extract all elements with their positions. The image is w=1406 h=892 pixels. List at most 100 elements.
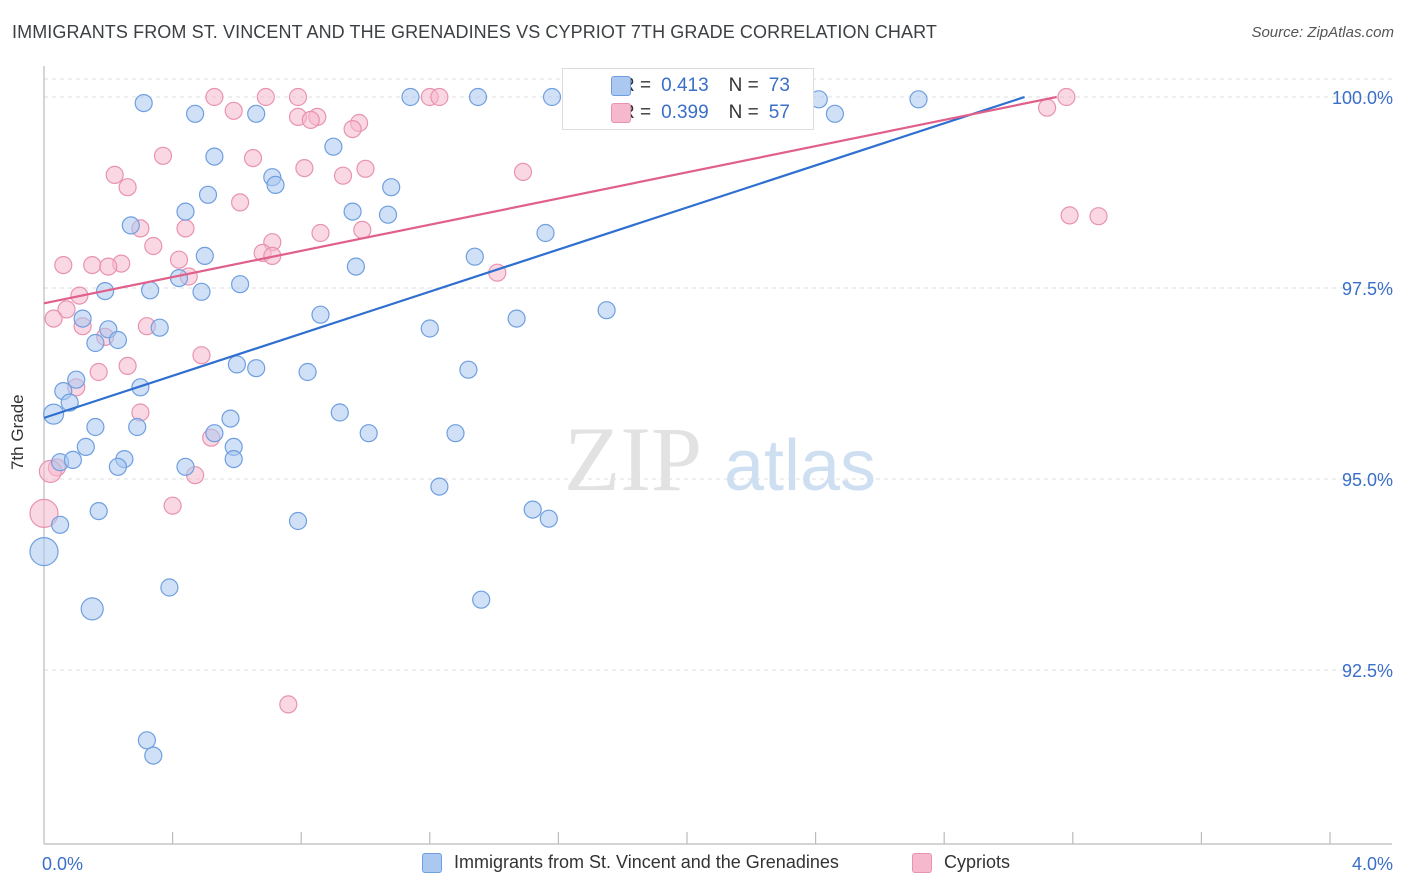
point-st-vincent	[108, 457, 128, 476]
point-st-vincent	[266, 175, 285, 194]
point-st-vincent	[137, 731, 156, 750]
point-cypriots	[29, 498, 59, 529]
tick-labels: 92.5% 95.0% 97.5% 100.0% 0.0% 4.0%	[42, 88, 1393, 874]
point-st-vincent	[192, 282, 211, 301]
point-cypriots	[353, 220, 372, 239]
point-st-vincent	[247, 359, 266, 378]
point-st-vincent	[108, 330, 128, 350]
watermark-zip: ZIP	[564, 408, 702, 510]
point-st-vincent	[231, 275, 250, 294]
point-st-vincent	[121, 216, 140, 235]
point-cypriots	[118, 356, 137, 375]
point-st-vincent	[359, 424, 378, 443]
legend-label-pink: Cypriots	[944, 852, 1011, 872]
y-tick-label: 92.5%	[1342, 661, 1393, 681]
stats-row-pink: R = 0.399 N = 57	[587, 100, 790, 126]
point-st-vincent	[343, 202, 362, 221]
point-cypriots	[169, 250, 189, 269]
x-tick-label-max: 4.0%	[1352, 854, 1393, 874]
chart-title: IMMIGRANTS FROM ST. VINCENT AND THE GREN…	[12, 22, 937, 42]
point-st-vincent	[134, 93, 153, 113]
point-st-vincent	[472, 590, 491, 609]
stats-n-label-pink: N =	[728, 102, 759, 123]
stats-r-value-pink: 0.399	[661, 102, 709, 123]
point-cypriots	[256, 87, 275, 107]
y-tick-label: 100.0%	[1332, 88, 1393, 108]
point-st-vincent	[221, 409, 240, 428]
point-st-vincent	[50, 515, 70, 534]
point-cypriots	[118, 178, 137, 197]
legend-label-blue: Immigrants from St. Vincent and the Gren…	[454, 852, 839, 872]
point-st-vincent	[597, 301, 616, 320]
point-cypriots	[1060, 206, 1079, 225]
stats-row-blue: R = 0.413 N = 73	[587, 73, 790, 99]
point-st-vincent	[430, 477, 449, 496]
point-cypriots	[231, 193, 250, 212]
point-cypriots	[144, 236, 163, 256]
point-st-vincent	[401, 87, 420, 107]
stats-swatch-blue	[611, 76, 631, 96]
point-st-vincent	[324, 137, 343, 156]
point-st-vincent	[86, 417, 105, 437]
point-st-vincent	[205, 424, 224, 443]
point-cypriots	[343, 120, 362, 139]
point-st-vincent	[539, 509, 558, 528]
grid-lines	[44, 78, 1392, 671]
point-st-vincent	[468, 87, 488, 107]
source-label: Source: ZipAtlas.com	[1251, 24, 1394, 41]
point-st-vincent	[160, 578, 179, 597]
point-st-vincent	[80, 597, 104, 621]
x-tick-label-min: 0.0%	[42, 854, 83, 874]
point-st-vincent	[311, 305, 330, 324]
point-st-vincent	[420, 319, 439, 338]
point-st-vincent	[224, 450, 243, 469]
point-cypriots	[57, 300, 76, 319]
point-st-vincent	[247, 104, 266, 123]
point-cypriots	[279, 695, 298, 714]
stats-box: R = 0.413 N = 73 R = 0.399 N = 57	[562, 68, 814, 130]
point-st-vincent	[523, 500, 542, 519]
legend-item-cypriots[interactable]: Cypriots	[912, 852, 1010, 873]
point-st-vincent	[465, 247, 484, 266]
point-st-vincent	[536, 223, 555, 243]
point-cypriots	[153, 146, 173, 165]
point-cypriots	[1057, 87, 1076, 107]
point-st-vincent	[76, 437, 95, 456]
point-cypriots	[89, 362, 108, 382]
point-st-vincent	[446, 424, 465, 443]
legend-item-st-vincent[interactable]: Immigrants from St. Vincent and the Gren…	[422, 852, 839, 873]
point-cypriots	[513, 162, 533, 181]
point-st-vincent	[346, 257, 365, 276]
point-st-vincent	[382, 178, 401, 197]
stats-swatch-pink	[611, 103, 631, 123]
point-cypriots	[333, 166, 353, 185]
point-cypriots	[311, 223, 330, 243]
point-st-vincent	[507, 309, 526, 328]
stats-n-value-blue: 73	[768, 75, 790, 96]
point-st-vincent	[825, 104, 845, 123]
point-st-vincent	[73, 309, 92, 328]
point-cypriots	[430, 87, 449, 107]
point-cypriots	[176, 219, 195, 238]
point-st-vincent	[542, 87, 562, 107]
legend-swatch-pink	[912, 852, 932, 873]
point-st-vincent	[330, 403, 349, 422]
point-cypriots	[295, 159, 314, 178]
point-cypriots	[192, 346, 211, 365]
point-st-vincent	[128, 417, 147, 437]
point-st-vincent	[227, 355, 246, 374]
point-cypriots	[356, 159, 375, 178]
point-cypriots	[163, 496, 182, 515]
point-st-vincent	[141, 281, 160, 300]
point-st-vincent	[195, 246, 214, 265]
point-cypriots	[105, 165, 124, 184]
point-cypriots	[54, 256, 73, 275]
point-cypriots	[205, 87, 224, 107]
point-st-vincent	[60, 393, 79, 412]
trendline-cypriots	[43, 95, 1057, 305]
point-st-vincent	[198, 185, 218, 204]
point-st-vincent	[378, 205, 398, 224]
y-axis-label: 7th Grade	[8, 394, 27, 470]
point-cypriots	[301, 110, 320, 130]
